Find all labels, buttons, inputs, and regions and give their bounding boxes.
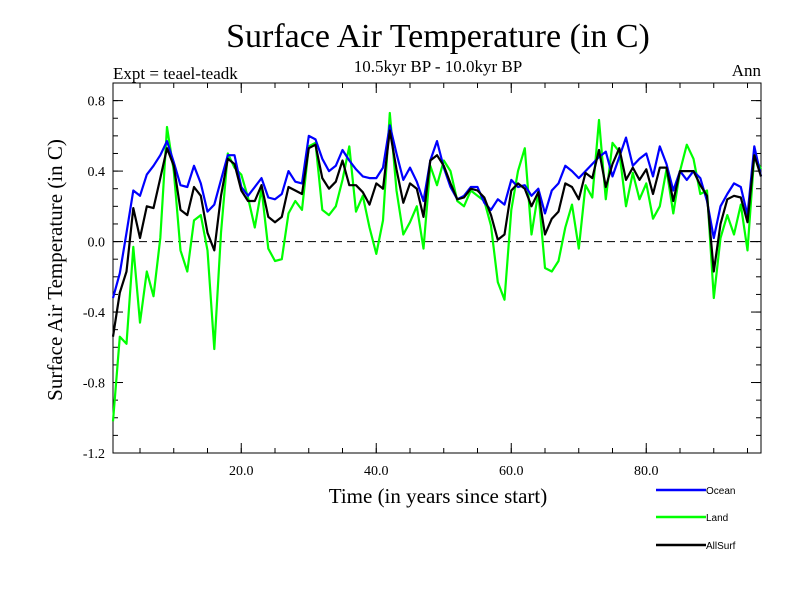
axis-ticks [113,82,761,454]
x-axis-label: Time (in years since start) [329,484,548,508]
plot-frame [112,82,762,454]
y-tick-label: -1.2 [83,447,105,462]
x-tick-label: 20.0 [229,464,254,479]
legend-label-allsurf: AllSurf [706,541,736,552]
y-tick-label: 0.8 [88,95,106,110]
legend-label-land: Land [706,513,728,524]
series-line-allsurf [111,129,763,337]
series-line-ocean [111,124,763,299]
axis-tick-labels: -1.2 -0.8 -0.4 0.0 0.4 0.8 20.0 40.0 60.0 80.0 [83,95,659,479]
season-label: Ann [732,61,762,80]
experiment-label: Expt = teael-teadk [113,64,238,83]
legend-label-ocean: Ocean [706,486,735,497]
chart-title: Surface Air Temperature (in C) [226,18,650,55]
y-tick-label: -0.4 [83,306,105,321]
legend: Ocean Land AllSurf [656,486,736,552]
x-tick-label: 40.0 [364,464,389,479]
y-tick-label: -0.8 [83,377,105,392]
series-line-land [111,111,762,422]
y-tick-label: 0.4 [88,165,106,180]
x-tick-label: 60.0 [499,464,524,479]
y-tick-label: 0.0 [88,236,106,251]
data-series [111,111,763,422]
x-tick-label: 80.0 [634,464,659,479]
y-axis-label: Surface Air Temperature (in C) [43,139,67,401]
chart-subtitle: 10.5kyr BP - 10.0kyr BP [354,57,522,76]
